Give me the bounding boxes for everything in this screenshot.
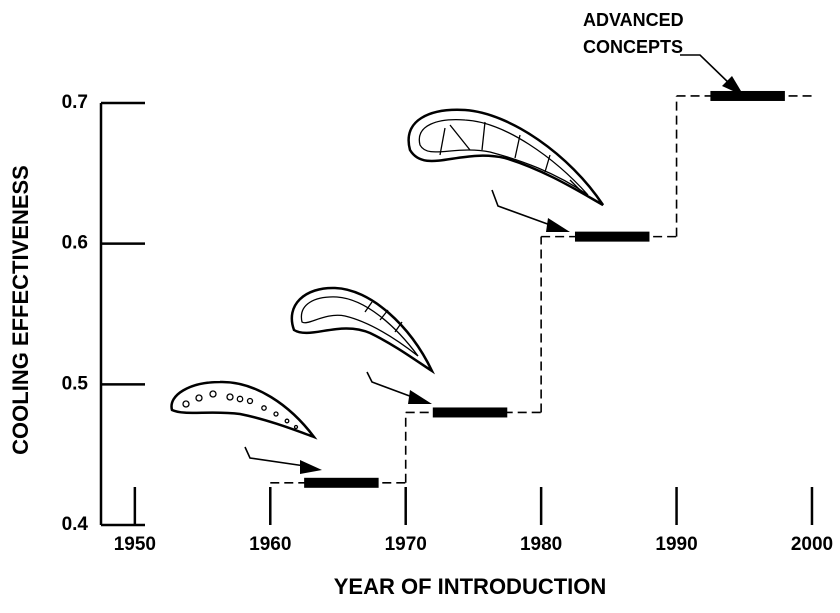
annotation: ADVANCED: [583, 10, 684, 30]
blade-1960s: [170, 380, 318, 440]
x-axis-label: YEAR OF INTRODUCTION: [334, 574, 607, 599]
x-tick-label: 1990: [655, 534, 697, 555]
y-tick-label: 0.5: [62, 373, 89, 394]
period-bar: [432, 407, 508, 418]
blade-1980s: [407, 108, 605, 207]
x-tick-label: 1970: [385, 534, 427, 555]
blade-1970s: [290, 286, 436, 375]
annotation-arrow: [680, 54, 744, 96]
period-bar: [574, 231, 650, 242]
x-tick-label: 1960: [249, 534, 291, 555]
x-tick-label: 2000: [791, 534, 833, 555]
x-tick-label: 1980: [520, 534, 562, 555]
period-bar: [304, 477, 379, 488]
y-tick-label: 0.6: [62, 233, 88, 254]
annotation: CONCEPTS: [583, 37, 683, 57]
blade-arrow: [244, 189, 570, 474]
x-tick-label: 1950: [114, 534, 156, 555]
y-tick-label: 0.7: [62, 92, 88, 113]
period-bar: [710, 90, 785, 101]
y-axis-label: COOLING EFFECTIVENESS: [8, 165, 33, 455]
y-tick-label: 0.4: [62, 514, 89, 535]
